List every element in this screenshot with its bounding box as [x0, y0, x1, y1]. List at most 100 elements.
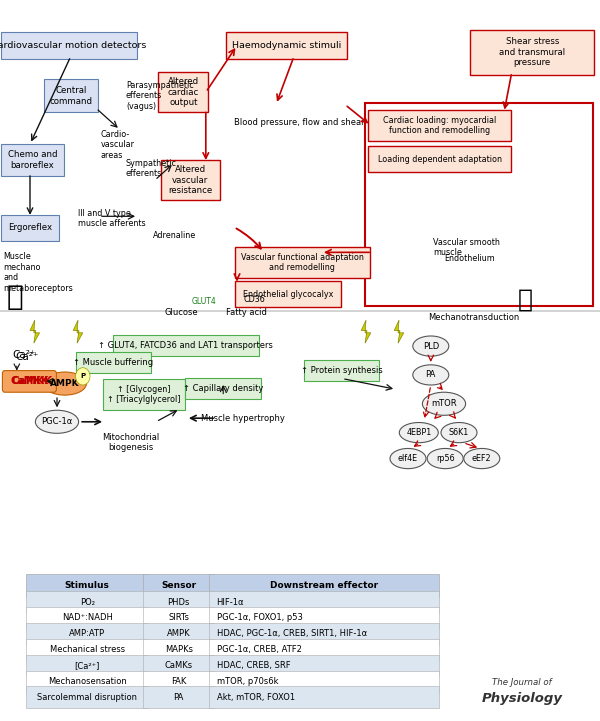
Text: MAPKs: MAPKs [165, 645, 193, 654]
Text: Altered
cardiac
output: Altered cardiac output [167, 77, 199, 107]
Text: Physiology: Physiology [482, 692, 563, 705]
Ellipse shape [441, 423, 477, 443]
Text: Muscle
mechano
and
metaboreceptors: Muscle mechano and metaboreceptors [3, 252, 73, 293]
Text: [Ca²⁺]: [Ca²⁺] [74, 661, 100, 670]
Text: Mechanotransduction: Mechanotransduction [428, 313, 520, 322]
FancyBboxPatch shape [143, 574, 214, 597]
Text: ↑ Muscle buffering: ↑ Muscle buffering [73, 358, 154, 367]
Text: 🏋: 🏋 [517, 288, 533, 311]
FancyBboxPatch shape [235, 281, 341, 307]
Text: ↑ GLUT4, FATCD36 and LAT1 transporters: ↑ GLUT4, FATCD36 and LAT1 transporters [98, 341, 273, 350]
Text: Glucose: Glucose [164, 309, 198, 317]
Text: Ergoreflex: Ergoreflex [8, 224, 52, 232]
Text: ↑ [Glycogen]
↑ [Triacylglycerol]: ↑ [Glycogen] ↑ [Triacylglycerol] [107, 385, 181, 404]
Text: Stimulus: Stimulus [65, 581, 110, 590]
Text: Shear stress
and transmural
pressure: Shear stress and transmural pressure [499, 37, 565, 67]
FancyBboxPatch shape [158, 72, 208, 112]
Text: PGC-1α: PGC-1α [41, 417, 73, 426]
FancyBboxPatch shape [368, 110, 511, 141]
Text: Loading dependent adaptation: Loading dependent adaptation [378, 155, 502, 164]
FancyBboxPatch shape [113, 335, 259, 356]
Text: The Journal of: The Journal of [492, 678, 552, 686]
FancyBboxPatch shape [235, 247, 370, 278]
Circle shape [76, 368, 90, 385]
Ellipse shape [390, 448, 426, 469]
Text: Parasympathetic
efferents
(vagus): Parasympathetic efferents (vagus) [126, 81, 194, 110]
FancyBboxPatch shape [26, 671, 148, 692]
FancyBboxPatch shape [76, 352, 151, 373]
Text: Sensor: Sensor [161, 581, 196, 590]
FancyBboxPatch shape [44, 79, 98, 112]
Text: PGC-1α, CREB, ATF2: PGC-1α, CREB, ATF2 [217, 645, 301, 654]
Ellipse shape [413, 365, 449, 385]
Ellipse shape [43, 372, 86, 395]
FancyBboxPatch shape [2, 371, 56, 392]
Text: Altered
vascular
resistance: Altered vascular resistance [168, 165, 212, 195]
FancyBboxPatch shape [26, 591, 148, 613]
Text: III and V type
muscle afferents: III and V type muscle afferents [78, 209, 146, 229]
FancyBboxPatch shape [368, 146, 511, 172]
Text: P: P [80, 373, 85, 379]
Text: ↑ Protein synthesis: ↑ Protein synthesis [301, 366, 382, 375]
Text: Endothelium: Endothelium [444, 254, 495, 262]
Ellipse shape [427, 448, 463, 469]
Text: Haemodynamic stimuli: Haemodynamic stimuli [232, 41, 341, 50]
Ellipse shape [413, 336, 449, 356]
Text: AMPK: AMPK [50, 379, 80, 388]
Text: Sympathetic
efferents: Sympathetic efferents [126, 159, 177, 178]
Text: CaMKK: CaMKK [12, 376, 53, 386]
Ellipse shape [400, 423, 438, 443]
FancyBboxPatch shape [26, 655, 148, 676]
FancyBboxPatch shape [209, 607, 439, 629]
Ellipse shape [464, 448, 500, 469]
Text: 4EBP1: 4EBP1 [406, 428, 431, 437]
FancyBboxPatch shape [209, 686, 439, 708]
Text: Cardiovascular motion detectors: Cardiovascular motion detectors [0, 41, 146, 50]
Text: HIF-1α: HIF-1α [217, 598, 244, 606]
Ellipse shape [35, 410, 79, 433]
Text: PO₂: PO₂ [80, 598, 95, 606]
Text: Downstream effector: Downstream effector [270, 581, 379, 590]
Text: Mechanosensation: Mechanosensation [48, 677, 127, 686]
Text: PLD: PLD [422, 342, 439, 350]
FancyBboxPatch shape [185, 378, 261, 399]
Text: mTOR, p70s6k: mTOR, p70s6k [217, 677, 278, 686]
FancyBboxPatch shape [209, 671, 439, 692]
FancyBboxPatch shape [161, 160, 220, 200]
Text: Fatty acid: Fatty acid [226, 309, 266, 317]
FancyBboxPatch shape [209, 623, 439, 645]
Text: ↑ Capillary density: ↑ Capillary density [183, 384, 263, 393]
Text: PHDs: PHDs [167, 598, 190, 606]
Text: Ca²⁺: Ca²⁺ [12, 350, 35, 360]
FancyBboxPatch shape [1, 32, 137, 59]
FancyBboxPatch shape [470, 30, 594, 75]
Text: AMP:ATP: AMP:ATP [69, 629, 106, 638]
FancyBboxPatch shape [26, 623, 148, 645]
Text: FAK: FAK [171, 677, 187, 686]
FancyBboxPatch shape [143, 655, 214, 676]
Text: Vascular functional adaptation
and remodelling: Vascular functional adaptation and remod… [241, 253, 364, 272]
FancyBboxPatch shape [304, 360, 379, 381]
Text: Mechanical stress: Mechanical stress [50, 645, 125, 654]
Text: mTOR: mTOR [431, 399, 457, 408]
FancyBboxPatch shape [26, 639, 148, 660]
Text: rp56: rp56 [436, 454, 455, 463]
Text: Blood pressure, flow and shear: Blood pressure, flow and shear [234, 118, 365, 127]
Text: HDAC, CREB, SRF: HDAC, CREB, SRF [217, 661, 290, 670]
Text: SIRTs: SIRTs [168, 614, 190, 622]
Text: Vascular smooth
muscle: Vascular smooth muscle [433, 238, 500, 257]
Text: elf4E: elf4E [398, 454, 418, 463]
FancyBboxPatch shape [209, 655, 439, 676]
Text: CD36: CD36 [243, 295, 265, 304]
Text: Cardio-
vascular
areas: Cardio- vascular areas [101, 130, 135, 159]
Text: PGC-1α, FOXO1, p53: PGC-1α, FOXO1, p53 [217, 614, 302, 622]
Text: Ca²⁺: Ca²⁺ [15, 352, 38, 362]
FancyBboxPatch shape [209, 574, 439, 597]
FancyBboxPatch shape [143, 591, 214, 613]
Text: eEF2: eEF2 [472, 454, 491, 463]
FancyBboxPatch shape [143, 686, 214, 708]
FancyBboxPatch shape [143, 671, 214, 692]
Text: Sarcolemmal disruption: Sarcolemmal disruption [37, 693, 137, 702]
Text: PA: PA [173, 693, 184, 702]
Text: CaMKK: CaMKK [10, 376, 49, 386]
